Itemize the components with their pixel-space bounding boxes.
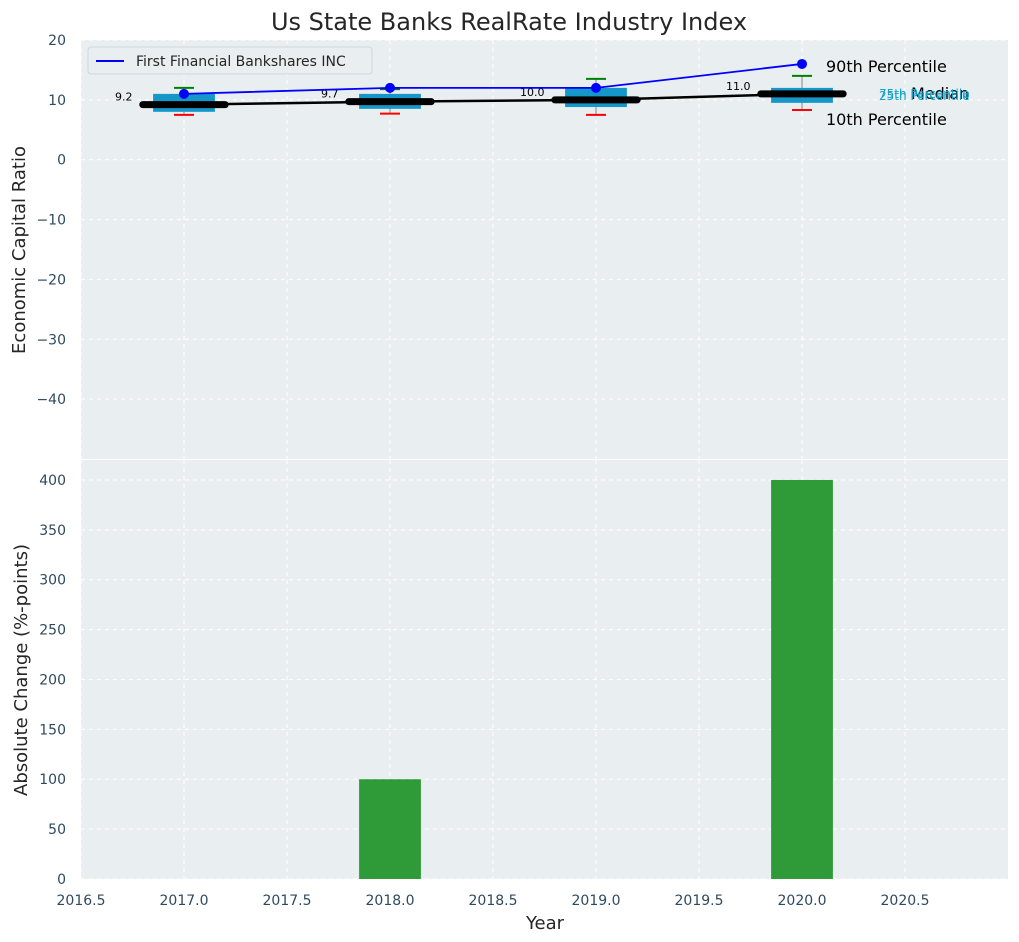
x-axis-label: Year <box>525 913 565 934</box>
top-y-axis-label: Economic Capital Ratio <box>9 146 30 354</box>
x-tick-label: 2019.0 <box>572 893 621 909</box>
series-point <box>385 82 395 93</box>
legend-label: First Financial Bankshares INC <box>136 54 346 70</box>
bottom-y-tick-label: 0 <box>57 872 66 888</box>
x-tick-label: 2020.0 <box>778 893 827 909</box>
top-y-tick-label: 20 <box>48 33 66 49</box>
bottom-y-tick-label: 200 <box>39 672 66 688</box>
chart-title: Us State Banks RealRate Industry Index <box>271 8 747 36</box>
top-y-tick-label: −30 <box>36 332 66 348</box>
series-group <box>179 58 807 106</box>
series-point <box>797 58 807 69</box>
top-y-tick-label: 0 <box>57 153 66 169</box>
bar-group <box>359 479 833 879</box>
series-point <box>179 88 189 99</box>
x-tick-label: 2020.5 <box>881 893 930 909</box>
bottom-y-tick-label: 350 <box>39 523 66 539</box>
tick-labels: 20100−10−20−30−4005010015020025030035040… <box>36 33 929 909</box>
median-value-label: 9.7 <box>321 88 339 101</box>
p10-label: 10th Percentile <box>826 110 947 129</box>
top-plot-area <box>81 40 1008 459</box>
top-y-tick-label: −10 <box>36 213 66 229</box>
top-y-tick-label: −20 <box>36 272 66 288</box>
x-tick-label: 2017.5 <box>263 893 312 909</box>
top-y-tick-label: 10 <box>48 93 66 109</box>
bottom-y-tick-label: 250 <box>39 623 66 639</box>
series-line <box>183 63 803 95</box>
top-grid <box>80 39 1008 459</box>
top-y-tick-label: −40 <box>36 392 66 408</box>
x-tick-label: 2018.5 <box>469 893 518 909</box>
legend: First Financial Bankshares INC <box>87 46 373 75</box>
change-bar <box>359 779 421 879</box>
bottom-y-tick-label: 300 <box>39 573 66 589</box>
x-tick-label: 2019.5 <box>675 893 724 909</box>
median-value-label: 9.2 <box>115 91 133 104</box>
legend-box <box>87 46 373 75</box>
p25-label: 25th Percentile <box>879 89 970 103</box>
p75-label: 75th Percentile <box>879 87 970 101</box>
bottom-y-tick-label: 50 <box>48 822 66 838</box>
bottom-y-axis-label: Absolute Change (%-points) <box>11 544 32 796</box>
median-text-label: Median <box>911 84 969 103</box>
x-tick-label: 2016.5 <box>57 893 106 909</box>
median-value-label: 10.0 <box>520 86 545 99</box>
bottom-y-tick-label: 400 <box>39 473 66 489</box>
percentile-labels: 90th Percentile Median 10th Percentile 7… <box>826 57 970 129</box>
p90-label: 90th Percentile <box>826 57 947 76</box>
bottom-plot-area <box>81 460 1008 879</box>
median-line <box>183 92 803 106</box>
median-value-label: 11.0 <box>726 80 751 93</box>
bottom-y-tick-label: 100 <box>39 772 66 788</box>
change-bar <box>771 479 833 879</box>
bottom-y-tick-label: 150 <box>39 722 66 738</box>
x-tick-label: 2017.0 <box>160 893 209 909</box>
series-point <box>591 82 601 93</box>
x-tick-label: 2018.0 <box>366 893 415 909</box>
bottom-grid <box>80 460 1008 880</box>
